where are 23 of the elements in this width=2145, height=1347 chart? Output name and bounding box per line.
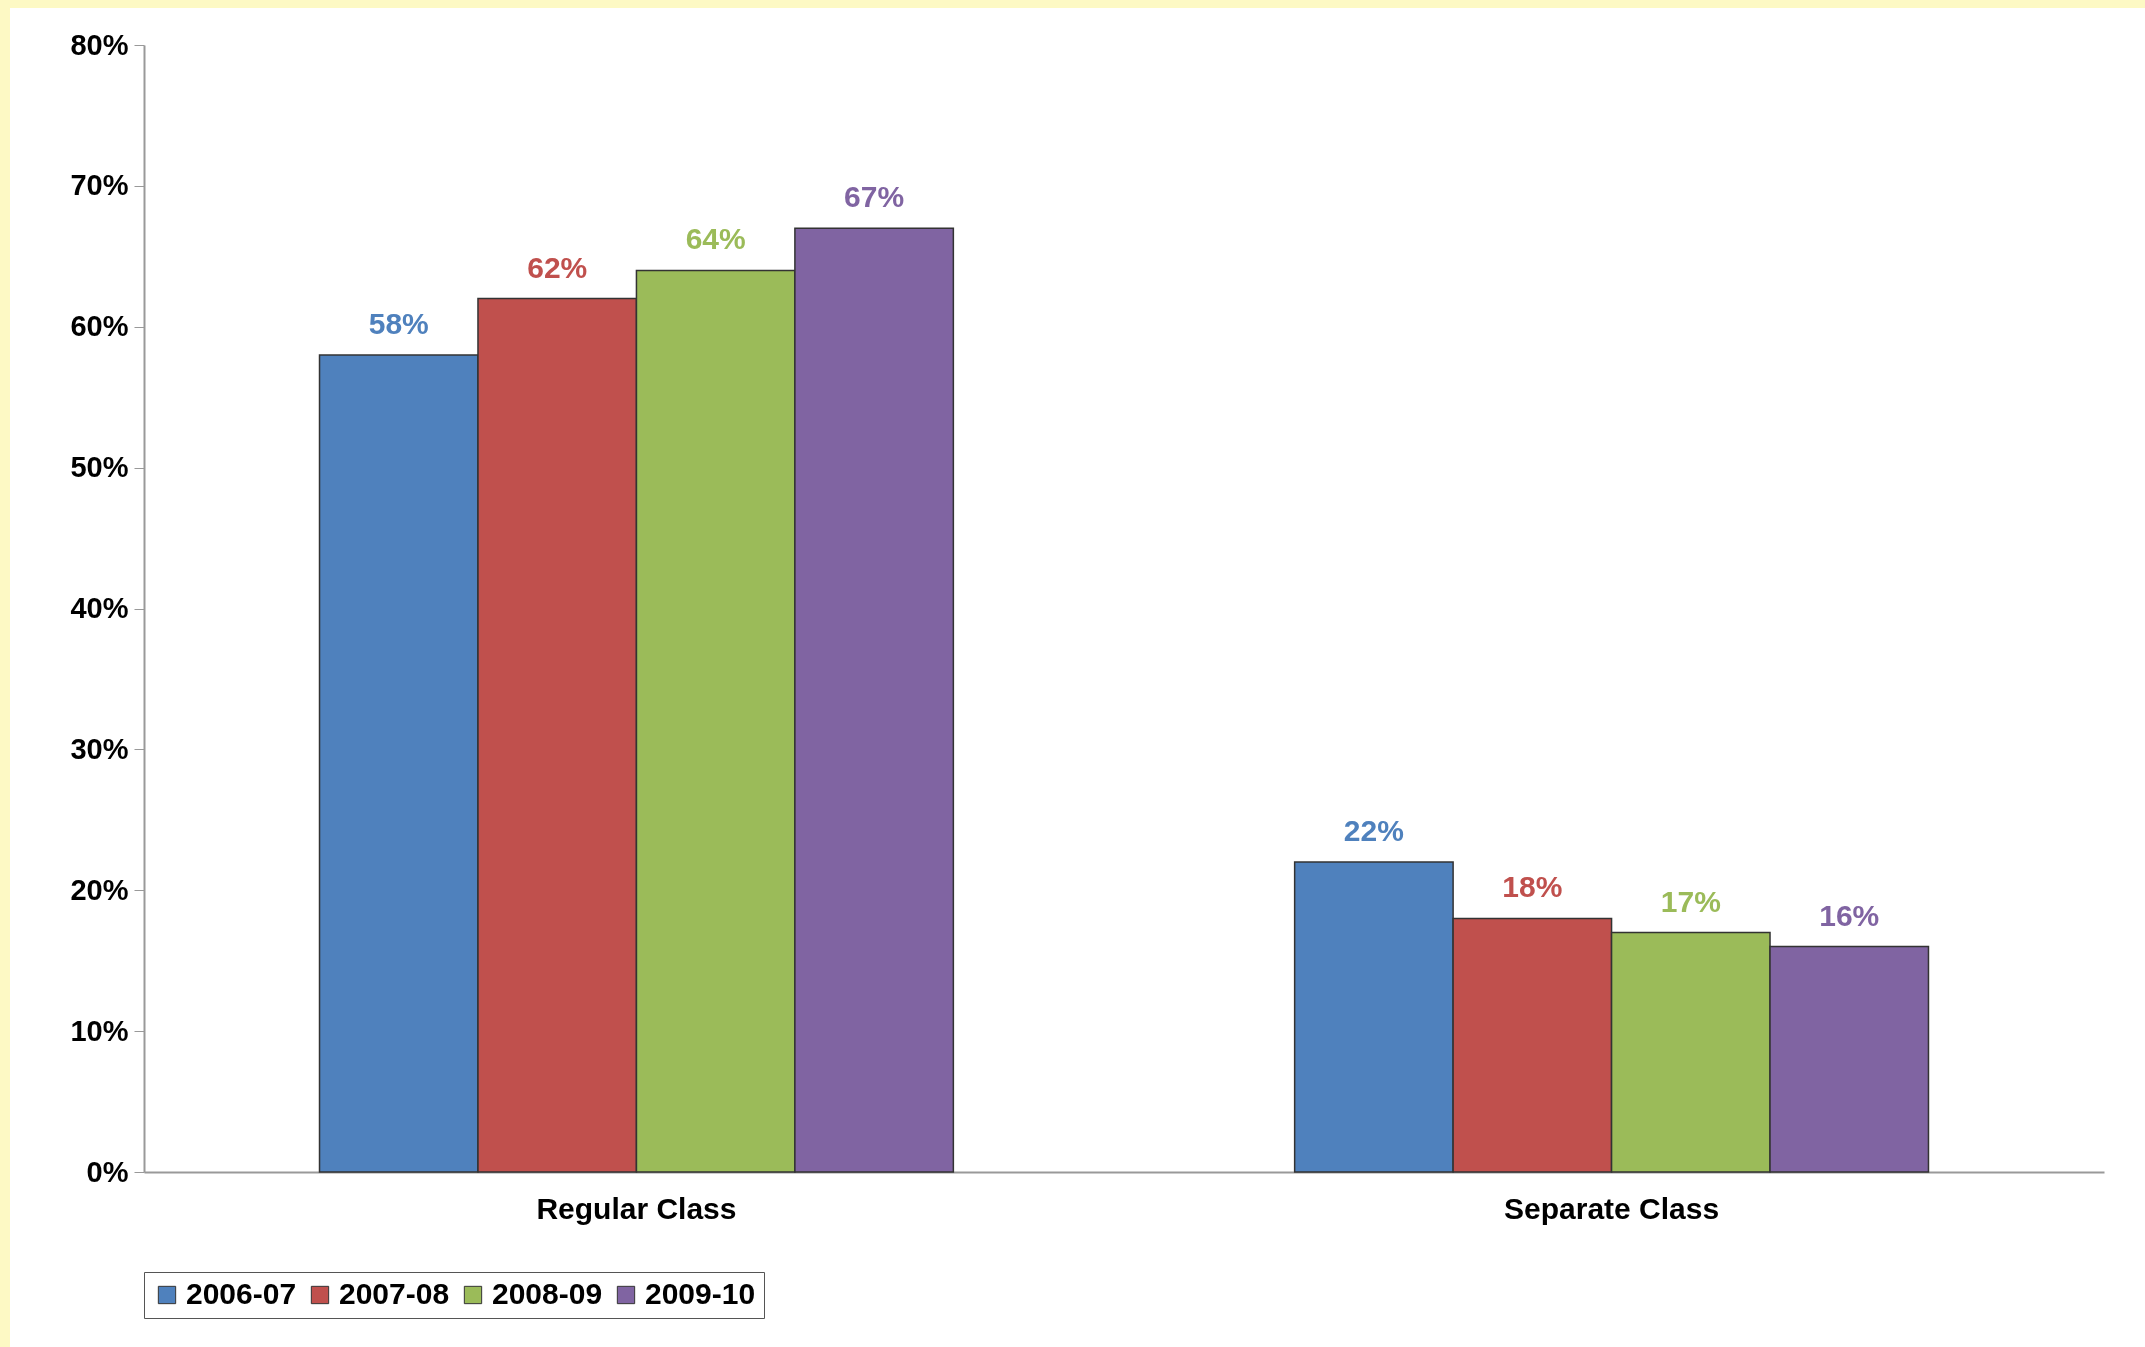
data-label: 64% xyxy=(685,222,746,256)
legend-label: 2007-08 xyxy=(339,1277,450,1310)
y-tick-label: 40% xyxy=(70,592,129,624)
legend-label: 2006-07 xyxy=(186,1277,297,1310)
data-label: 16% xyxy=(1819,898,1880,932)
data-label: 62% xyxy=(527,250,588,284)
x-tick-label: Regular Class xyxy=(536,1191,737,1225)
y-tick-label: 0% xyxy=(86,1155,129,1188)
y-tick-label: 10% xyxy=(70,1014,129,1047)
data-label: 22% xyxy=(1343,814,1404,848)
y-tick-label: 70% xyxy=(70,169,129,202)
x-tick-label: Separate Class xyxy=(1503,1191,1720,1225)
data-label: 17% xyxy=(1660,884,1721,918)
y-tick-label: 60% xyxy=(70,310,129,343)
y-tick-label: 30% xyxy=(70,732,129,765)
legend-label: 2009-10 xyxy=(645,1277,756,1310)
legend-label: 2008-09 xyxy=(492,1277,603,1310)
data-label: 67% xyxy=(844,180,905,214)
y-tick-label: 50% xyxy=(70,451,129,484)
data-label: 58% xyxy=(368,306,429,340)
y-tick-label: 80% xyxy=(70,28,129,61)
y-tick-label: 20% xyxy=(70,873,129,906)
data-label: 18% xyxy=(1502,870,1563,904)
